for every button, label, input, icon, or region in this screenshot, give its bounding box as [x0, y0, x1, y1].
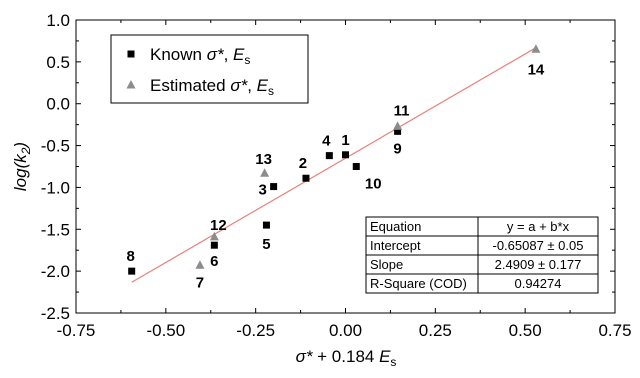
point-label-2: 2: [299, 155, 307, 172]
point-label-12: 12: [210, 217, 227, 234]
point-label-13: 13: [255, 151, 272, 168]
known-point-1: [342, 151, 349, 159]
y-tick-label: 0.0: [46, 95, 70, 114]
point-label-9: 9: [393, 140, 401, 157]
known-point-3: [270, 183, 278, 191]
y-axis-title: log(k2): [11, 142, 33, 191]
stats-table-key: Equation: [370, 219, 421, 234]
y-tick-label: -2.5: [41, 304, 70, 323]
x-axis-title-e: E: [379, 347, 391, 366]
known-point-4: [325, 152, 333, 160]
fit-line: [131, 47, 537, 283]
known-point-8: [128, 267, 136, 275]
legend-label-e-subscript: s: [244, 53, 250, 67]
estimated-point-11: [393, 121, 403, 130]
legend-label-estimated: Estimated σ*, Es: [150, 76, 274, 98]
known-point-6: [210, 241, 218, 249]
legend-label-sigma: σ*: [230, 76, 248, 95]
stats-table-value: 0.94274: [515, 276, 562, 291]
x-tick-label: 0.25: [419, 321, 452, 340]
legend-label-sigma: σ*: [207, 45, 225, 64]
legend-label-comma: ,: [224, 45, 233, 64]
legend-marker-known: [127, 50, 135, 58]
legend-label-prefix: Known: [150, 45, 207, 64]
legend-label-known: Known σ*, Es: [150, 45, 250, 67]
y-tick-label: -1.5: [41, 220, 70, 239]
known-point-10: [352, 163, 360, 170]
stats-table-key: Slope: [370, 257, 403, 272]
axis-ticks: -0.75 -0.50 -0.25 0.00 0.25 0.50 0.75 1.0 0.5 0.0…: [41, 11, 632, 340]
known-point-5: [262, 221, 270, 229]
estimated-point-12: [209, 231, 219, 241]
point-label-11: 11: [394, 102, 410, 119]
x-axis-title: σ* + 0.184 Es: [296, 347, 397, 369]
y-tick-label: 0.5: [46, 53, 70, 72]
y-tick-label: -1.0: [41, 178, 70, 197]
legend-label-e: E: [257, 76, 269, 95]
x-axis-title-middle: + 0.184: [312, 347, 379, 366]
stats-table: Equation y = a + b*x Intercept -0.65087 ± 0…: [365, 216, 599, 294]
y-axis-title-subscript: 2: [19, 147, 33, 155]
known-point-2: [302, 174, 310, 182]
known-point-9: [394, 127, 402, 135]
point-label-10: 10: [365, 176, 382, 193]
fit-line-layer: [131, 47, 537, 283]
point-label-8: 8: [127, 248, 135, 265]
legend-marker-estimated: [126, 80, 136, 89]
y-tick-label: 1.0: [46, 11, 70, 30]
data-points: [128, 44, 541, 275]
point-label-4: 4: [322, 133, 331, 150]
legend-label-prefix: Estimated: [150, 76, 230, 95]
x-tick-label: 0.00: [329, 321, 362, 340]
x-tick-label: 0.75: [598, 321, 631, 340]
x-tick-label: -0.50: [146, 321, 185, 340]
point-label-6: 6: [210, 253, 218, 270]
legend-label-e: E: [233, 45, 245, 64]
estimated-point-13: [260, 168, 270, 177]
x-axis-title-e-subscript: s: [390, 355, 396, 369]
stats-table-value: 2.4909 ± 0.177: [495, 257, 582, 272]
x-tick-label: -0.25: [236, 321, 275, 340]
stats-table-key: R-Square (COD): [370, 276, 467, 291]
legend-label-e-subscript: s: [268, 84, 274, 98]
legend-box: [110, 34, 309, 104]
estimated-point-14: [531, 44, 541, 53]
point-label-3: 3: [258, 182, 266, 199]
point-label-1: 1: [341, 132, 349, 149]
y-axis-title-suffix: ): [11, 142, 30, 150]
estimated-point-7: [195, 260, 205, 269]
point-label-7: 7: [196, 274, 204, 291]
y-tick-label: -0.5: [41, 137, 70, 156]
stats-table-key: Intercept: [370, 238, 421, 253]
y-axis-title-prefix: log(k: [11, 153, 30, 191]
stats-table-value: -0.65087 ± 0.05: [493, 238, 584, 253]
x-tick-label: -0.75: [57, 321, 96, 340]
x-axis-title-sigma: σ*: [296, 347, 314, 366]
point-label-5: 5: [262, 236, 270, 253]
x-tick-label: 0.50: [509, 321, 542, 340]
y-tick-label: -2.0: [41, 262, 70, 281]
point-label-14: 14: [528, 61, 545, 78]
stats-table-value: y = a + b*x: [507, 219, 570, 234]
legend-label-comma: ,: [247, 76, 256, 95]
